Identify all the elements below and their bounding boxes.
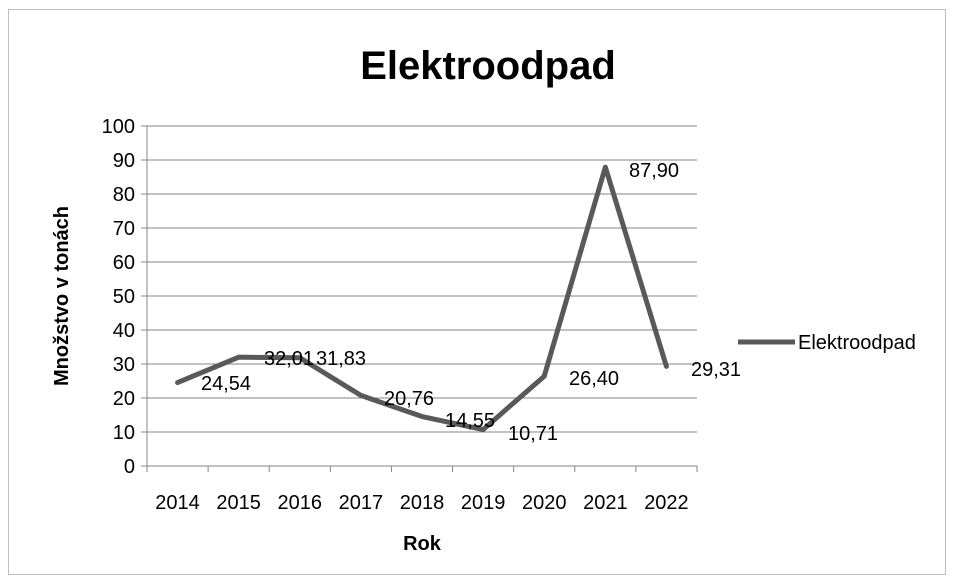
y-tick-label: 30 (113, 354, 135, 376)
chart-title: Elektroodpad (360, 44, 616, 88)
y-tick-label: 90 (113, 150, 135, 172)
gridlines (147, 125, 697, 433)
x-tick-labels: 2014 2015 2016 2017 2018 2019 2020 2021 2022 (155, 492, 688, 514)
y-axis-title: Množstvo v tonách (51, 206, 73, 386)
x-tick-label: 2016 (278, 492, 323, 514)
x-tick-label: 2015 (216, 492, 261, 514)
y-tick-label: 40 (113, 320, 135, 342)
series-line (175, 164, 669, 433)
data-label: 20,76 (384, 388, 434, 410)
series-lines (175, 164, 669, 433)
y-tick-label: 70 (113, 218, 135, 240)
data-labels: 24,54 32,01 31,83 20,76 14,55 10,71 26,40 87,90… (201, 160, 741, 445)
y-tick-label: 60 (113, 252, 135, 274)
y-tick-label: 20 (113, 388, 135, 410)
data-label: 29,31 (691, 359, 741, 381)
data-label: 10,71 (508, 423, 558, 445)
y-tick-label: 50 (113, 286, 135, 308)
axes (141, 125, 698, 472)
x-tick-label: 2018 (400, 492, 445, 514)
x-axis-title: Rok (403, 533, 442, 555)
data-label: 31,83 (316, 348, 366, 370)
x-tick-label: 2022 (644, 492, 689, 514)
legend: Elektroodpad (738, 332, 916, 354)
y-tick-label: 10 (113, 422, 135, 444)
y-tick-label: 0 (124, 456, 135, 478)
x-tick-label: 2017 (339, 492, 384, 514)
chart-frame (8, 9, 946, 575)
legend-label: Elektroodpad (798, 332, 916, 354)
y-tick-label: 80 (113, 184, 135, 206)
y-tick-label: 100 (102, 116, 135, 138)
y-tick-labels: 0 10 20 30 40 50 60 70 80 90 100 (102, 116, 135, 478)
data-label: 26,40 (569, 368, 619, 390)
data-label: 87,90 (629, 160, 679, 182)
x-tick-label: 2014 (155, 492, 200, 514)
x-tick-label: 2021 (583, 492, 628, 514)
data-label: 24,54 (201, 373, 251, 395)
x-tick-label: 2020 (522, 492, 567, 514)
data-label: 14,55 (445, 410, 495, 432)
data-label: 32,01 (264, 348, 314, 370)
x-tick-label: 2019 (461, 492, 506, 514)
